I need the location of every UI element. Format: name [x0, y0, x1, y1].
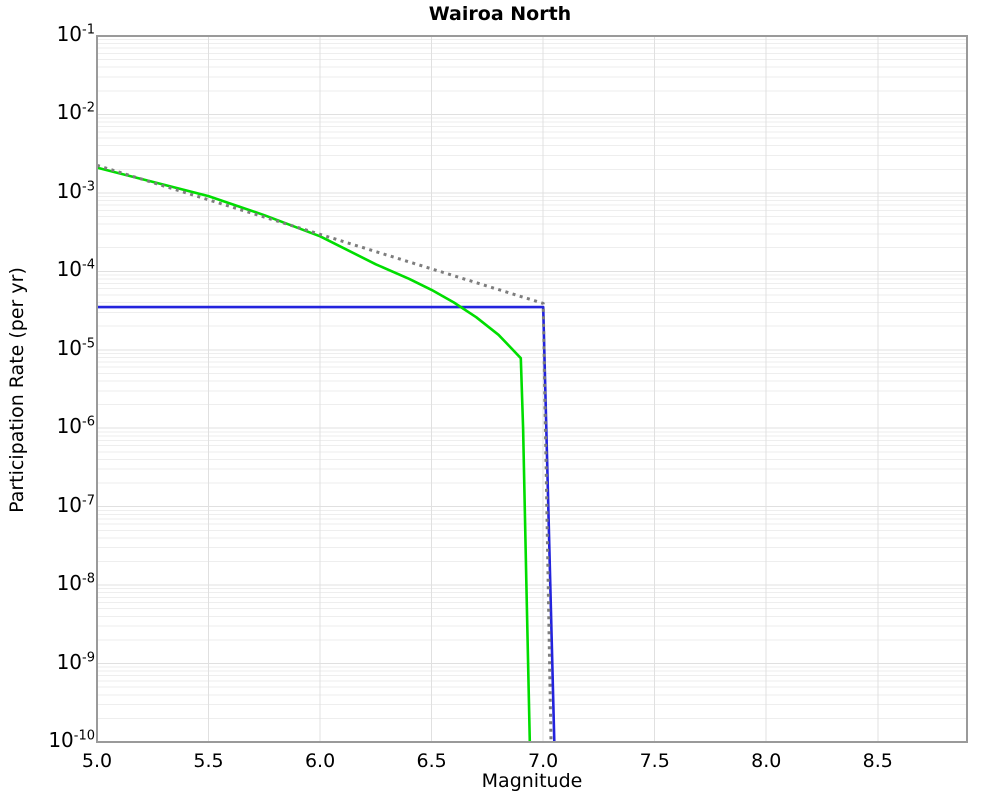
y-tick-label: 10-8: [56, 571, 95, 596]
x-tick-label: 7.5: [639, 750, 670, 772]
x-tick-label: 6.0: [304, 750, 336, 772]
y-tick-label: 10-6: [56, 414, 95, 439]
x-tick-label: 6.5: [416, 750, 447, 772]
x-tick-label: 7.0: [528, 750, 559, 772]
x-tick-label: 8.5: [862, 750, 893, 772]
y-tick-label: 10-3: [56, 178, 95, 203]
blue-solid-line: [97, 305, 556, 743]
x-tick-label: 5.0: [81, 750, 113, 772]
plot-frame: [96, 35, 968, 743]
y-tick-label: 10-9: [56, 649, 95, 674]
x-axis-label: Magnitude: [481, 770, 583, 792]
y-tick-label: 10-7: [56, 492, 95, 517]
y-tick-label: 10-5: [56, 335, 95, 360]
y-tick-label: 10-1: [56, 22, 95, 46]
x-tick-label: 8.0: [751, 750, 782, 772]
x-tick-label: 5.5: [193, 750, 224, 772]
y-tick-label: 10-4: [56, 257, 95, 282]
y-tick-label: 10-10: [48, 728, 95, 752]
y-tick-label: 10-2: [56, 100, 95, 125]
chart-title: Wairoa North: [428, 3, 572, 25]
gray-dotted-line: [96, 163, 553, 743]
green-solid-line: [96, 166, 532, 743]
